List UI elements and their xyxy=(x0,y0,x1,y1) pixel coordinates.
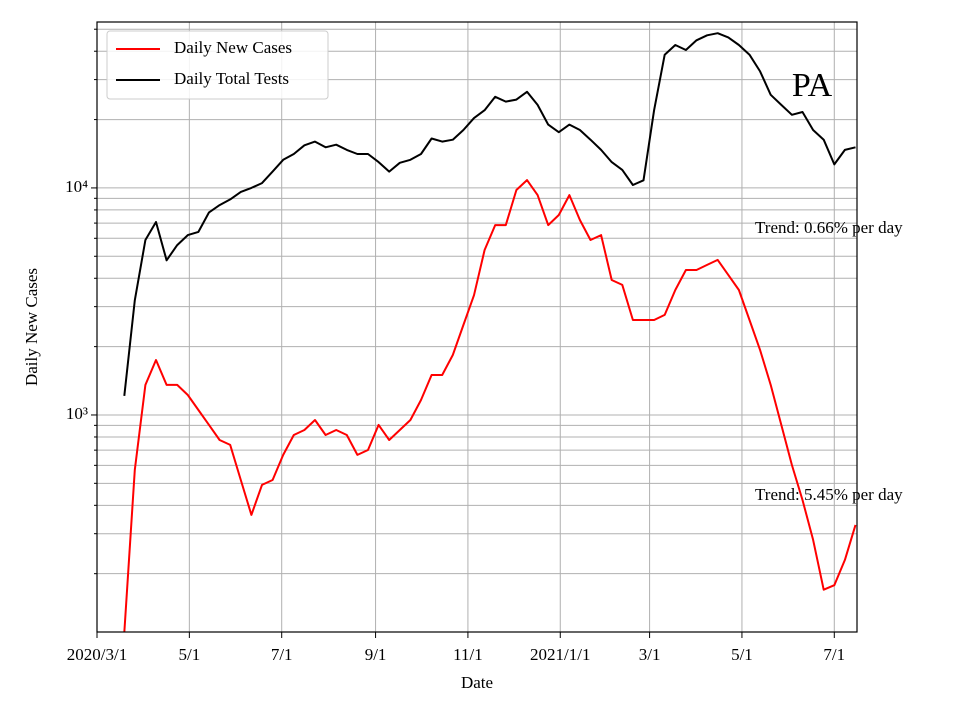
plot-frame xyxy=(96,21,858,633)
series-line xyxy=(123,32,856,397)
x-tick-label: 11/1 xyxy=(453,645,483,664)
x-tick-label: 5/1 xyxy=(178,645,200,664)
legend: Daily New Cases Daily Total Tests xyxy=(106,30,329,100)
legend-box xyxy=(106,30,329,100)
y-tick-label: 10⁴ xyxy=(65,177,88,196)
annotation: Trend: 0.66% per day xyxy=(755,218,903,237)
x-tick-label: 9/1 xyxy=(365,645,387,664)
plot-lines xyxy=(123,32,857,632)
x-axis-label: Date xyxy=(461,673,493,692)
x-tick-label: 5/1 xyxy=(731,645,753,664)
x-tick-label: 2020/3/1 xyxy=(67,645,127,664)
chart-title: PA xyxy=(792,67,833,104)
x-tick-label: 7/1 xyxy=(823,645,845,664)
x-tick-label: 3/1 xyxy=(639,645,661,664)
y-tick-label: 10³ xyxy=(66,404,88,423)
x-tick-label: 2021/1/1 xyxy=(530,645,590,664)
legend-label: Daily Total Tests xyxy=(174,69,289,88)
annotation: Trend: 5.45% per day xyxy=(755,485,903,504)
y-axis-label: Daily New Cases xyxy=(22,268,41,386)
x-tick-label: 7/1 xyxy=(271,645,293,664)
legend-label: Daily New Cases xyxy=(174,38,292,57)
grid xyxy=(91,22,857,638)
series-line xyxy=(123,179,857,632)
